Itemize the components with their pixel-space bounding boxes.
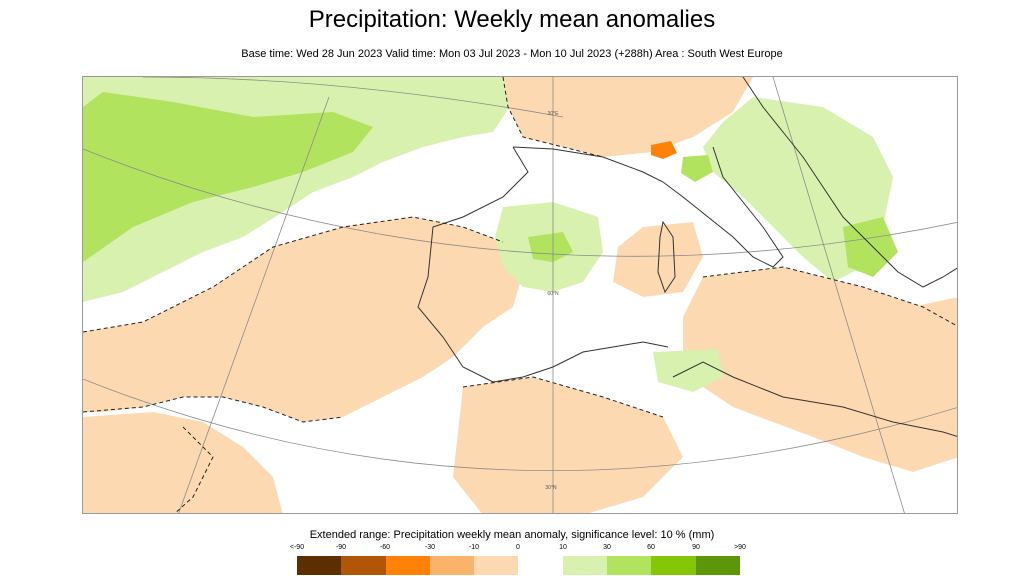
significance-contours [83, 77, 957, 513]
graticule [83, 77, 957, 513]
negative-anomaly-iberia [83, 217, 523, 422]
legend-swatch [695, 556, 740, 575]
legend-swatch [474, 556, 519, 575]
legend-label: 60 [647, 544, 655, 551]
negative-anomaly-south-east [453, 377, 683, 513]
anomaly-map: 30°E 60°N 30°N [82, 76, 958, 514]
legend-label: -30 [424, 544, 436, 551]
legend-label: -10 [468, 544, 480, 551]
legend-swatch [518, 556, 563, 575]
stronger-negative-spot [651, 141, 677, 159]
legend-label: 0 [516, 544, 520, 551]
legend-color-bar [297, 556, 740, 575]
legend-label: >90 [734, 544, 746, 551]
graticule-label-30e: 30°E [548, 111, 560, 117]
legend-swatch [562, 556, 608, 575]
map-title: Precipitation: Weekly mean anomalies [308, 6, 716, 33]
positive-anomaly-italy [681, 155, 713, 182]
legend-label: -90 [335, 544, 347, 551]
legend-swatch [341, 556, 386, 575]
legend-labels: <-90 -90 -60 -30 -10 0 10 30 60 90 >90 [290, 544, 746, 554]
legend-swatch [429, 556, 475, 575]
legend-label: -60 [379, 544, 391, 551]
legend-swatch [297, 556, 342, 575]
legend-label: 90 [692, 544, 700, 551]
map-subtitle: Base time: Wed 28 Jun 2023 Valid time: M… [241, 48, 783, 60]
negative-anomaly-east [863, 297, 957, 387]
legend-title: Extended range: Precipitation weekly mea… [309, 529, 715, 541]
positive-anomaly-strong [83, 92, 373, 262]
positive-anomaly-tunisia [653, 349, 723, 392]
anomaly-map-canvas: 30°E 60°N 30°N [83, 77, 957, 513]
negative-anomaly-sardinia [613, 222, 703, 297]
legend-label: <-90 [289, 544, 305, 551]
legend-label: 10 [559, 544, 567, 551]
graticule-label-30n: 30°N [545, 485, 557, 491]
graticule-label-60n: 60°N [547, 291, 559, 297]
legend-swatch [607, 556, 652, 575]
negative-anomaly-france [503, 77, 753, 157]
coastlines [417, 77, 957, 437]
positive-anomaly-greece [843, 217, 898, 277]
legend-swatch [651, 556, 696, 575]
legend-swatch [385, 556, 430, 575]
negative-anomaly-south [83, 412, 283, 513]
legend-label: 30 [603, 544, 611, 551]
